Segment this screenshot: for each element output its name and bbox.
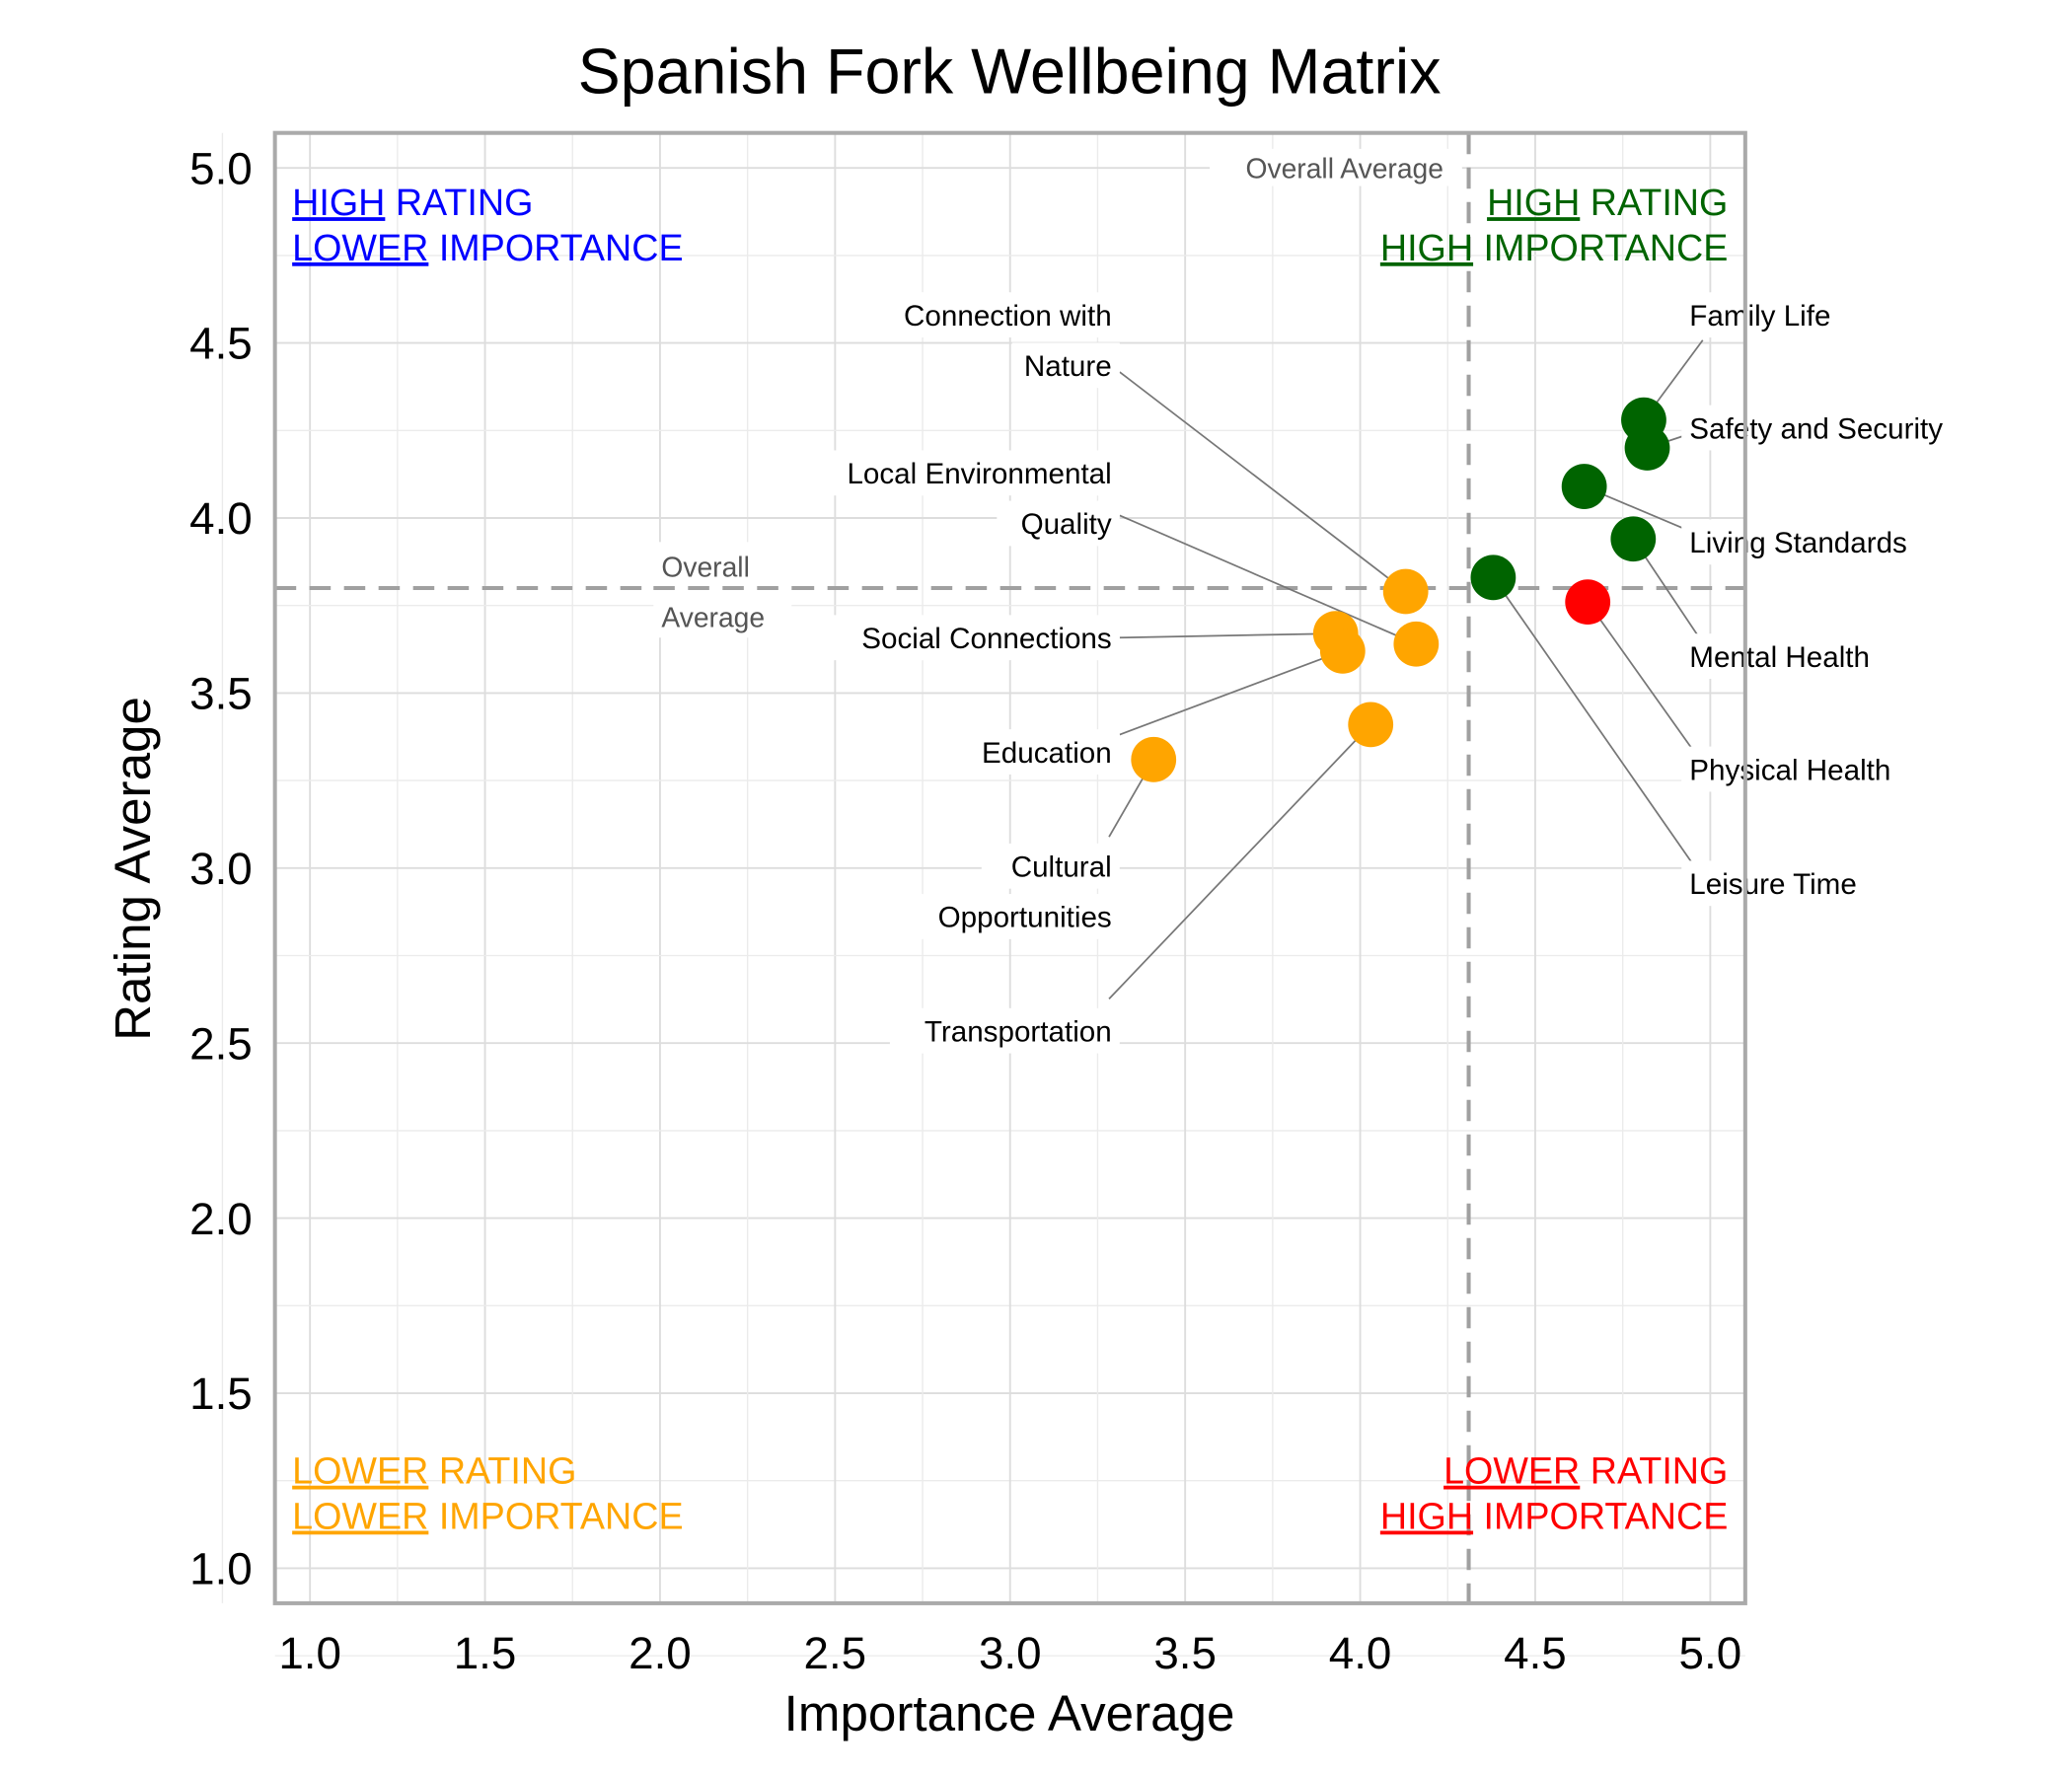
overall-average-y-label: Overall xyxy=(661,551,749,582)
overall-average-x-label: Overall Average xyxy=(1245,152,1443,184)
tick-labels: 1.0 1.5 2.0 2.5 3.0 3.5 4.0 4.5 5.0 1.0 1.5 2.0 2.5 3… xyxy=(189,143,1741,1678)
point-leisure-time xyxy=(1470,555,1517,601)
label-education: Education xyxy=(982,737,1112,770)
point-labels: Family Life Safety and Security Living Sta… xyxy=(813,292,1988,1054)
x-tick-label: 2.0 xyxy=(629,1628,692,1678)
point-physical-health xyxy=(1565,579,1611,626)
label-local-environmental-quality: Local Environmental xyxy=(847,458,1111,490)
x-tick-label: 2.5 xyxy=(804,1628,867,1678)
label-safety-and-security: Safety and Security xyxy=(1689,412,1943,445)
label-connection-with-nature: Connection with xyxy=(904,300,1112,333)
chart-title: Spanish Fork Wellbeing Matrix xyxy=(578,36,1442,107)
x-axis-title: Importance Average xyxy=(784,1685,1235,1741)
label-family-life: Family Life xyxy=(1689,300,1830,333)
point-local-environmental-quality xyxy=(1393,621,1440,667)
label-social-connections: Social Connections xyxy=(861,623,1111,655)
y-tick-label: 4.0 xyxy=(189,493,253,544)
x-tick-label: 3.0 xyxy=(979,1628,1042,1678)
quadrant-label-bottom-left: LOWER IMPORTANCE xyxy=(292,1496,683,1537)
point-cultural-opportunities xyxy=(1131,736,1177,782)
label-leisure-time: Leisure Time xyxy=(1689,868,1857,901)
data-points xyxy=(1131,397,1670,782)
point-safety-and-security xyxy=(1624,425,1670,471)
leader-line-transportation xyxy=(1108,723,1371,1000)
leader-line-connection-with-nature xyxy=(1119,371,1407,593)
label-mental-health: Mental Health xyxy=(1689,641,1870,674)
quadrant-label-bottom-right: LOWER RATING xyxy=(1443,1450,1728,1492)
leader-line-social-connections xyxy=(1119,632,1336,639)
y-tick-label: 5.0 xyxy=(189,143,253,193)
point-education xyxy=(1319,628,1366,674)
y-tick-label: 2.0 xyxy=(189,1194,253,1244)
overall-average-y-label: Average xyxy=(661,601,765,632)
leader-line-physical-health xyxy=(1587,601,1697,756)
quadrant-label-top-right: HIGH IMPORTANCE xyxy=(1380,227,1728,268)
leader-line-leisure-time xyxy=(1492,576,1697,869)
leader-line-local-environmental-quality xyxy=(1119,514,1417,645)
gridlines xyxy=(221,132,1745,1657)
label-physical-health: Physical Health xyxy=(1689,754,1890,786)
point-connection-with-nature xyxy=(1382,568,1429,615)
quadrant-label-bottom-left: LOWER RATING xyxy=(292,1450,576,1492)
y-tick-label: 1.0 xyxy=(189,1544,253,1594)
leader-lines xyxy=(1108,339,1704,1000)
y-tick-label: 3.5 xyxy=(189,669,253,719)
point-mental-health xyxy=(1610,516,1657,562)
y-tick-label: 3.0 xyxy=(189,844,253,894)
quadrant-label-bottom-right: HIGH IMPORTANCE xyxy=(1380,1496,1728,1537)
label-cultural-opportunities: Cultural xyxy=(1011,851,1112,884)
y-tick-label: 1.5 xyxy=(189,1369,253,1419)
x-tick-label: 3.5 xyxy=(1153,1628,1217,1678)
quadrant-label-top-left: LOWER IMPORTANCE xyxy=(292,227,683,268)
quadrant-label-top-left: HIGH RATING xyxy=(292,182,533,223)
label-connection-with-nature: Nature xyxy=(1024,350,1112,383)
x-tick-label: 5.0 xyxy=(1679,1628,1742,1678)
label-local-environmental-quality: Quality xyxy=(1021,508,1112,541)
y-tick-label: 4.5 xyxy=(189,319,253,369)
y-axis-title: Rating Average xyxy=(105,697,161,1041)
x-tick-label: 1.5 xyxy=(454,1628,517,1678)
point-transportation xyxy=(1348,702,1394,748)
x-tick-label: 4.0 xyxy=(1329,1628,1392,1678)
label-cultural-opportunities: Opportunities xyxy=(938,902,1112,934)
x-tick-label: 1.0 xyxy=(278,1628,341,1678)
label-transportation: Transportation xyxy=(925,1015,1112,1048)
x-tick-label: 4.5 xyxy=(1504,1628,1567,1678)
label-living-standards: Living Standards xyxy=(1689,527,1907,559)
quadrant-label-top-right: HIGH RATING xyxy=(1487,182,1728,223)
point-living-standards xyxy=(1561,464,1607,509)
leader-line-education xyxy=(1119,650,1344,736)
plot-border xyxy=(272,130,1747,1605)
y-tick-label: 2.5 xyxy=(189,1018,253,1069)
